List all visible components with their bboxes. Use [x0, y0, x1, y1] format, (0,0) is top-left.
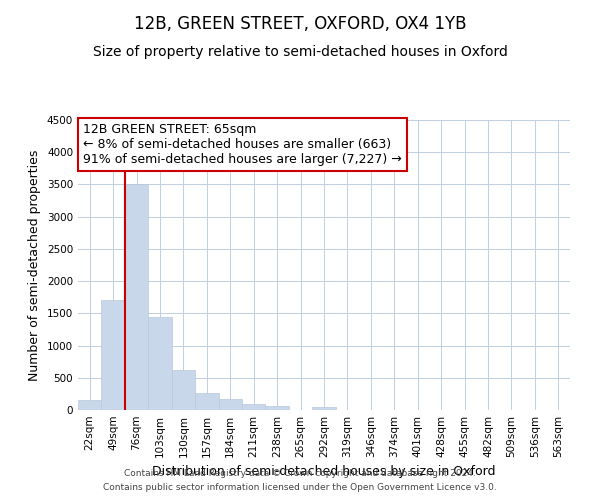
- Text: Contains public sector information licensed under the Open Government Licence v3: Contains public sector information licen…: [103, 484, 497, 492]
- Bar: [172, 370, 195, 410]
- Bar: [312, 408, 336, 410]
- Text: 12B GREEN STREET: 65sqm
← 8% of semi-detached houses are smaller (663)
91% of se: 12B GREEN STREET: 65sqm ← 8% of semi-det…: [83, 123, 401, 166]
- Text: 12B, GREEN STREET, OXFORD, OX4 1YB: 12B, GREEN STREET, OXFORD, OX4 1YB: [134, 15, 466, 33]
- Y-axis label: Number of semi-detached properties: Number of semi-detached properties: [28, 150, 41, 380]
- Text: Contains HM Land Registry data © Crown copyright and database right 2024.: Contains HM Land Registry data © Crown c…: [124, 468, 476, 477]
- Text: Size of property relative to semi-detached houses in Oxford: Size of property relative to semi-detach…: [92, 45, 508, 59]
- Bar: [242, 404, 265, 410]
- Bar: [148, 316, 172, 410]
- Bar: [125, 184, 148, 410]
- Bar: [195, 392, 218, 410]
- X-axis label: Distribution of semi-detached houses by size in Oxford: Distribution of semi-detached houses by …: [152, 466, 496, 478]
- Bar: [218, 398, 242, 410]
- Bar: [78, 400, 101, 410]
- Bar: [101, 300, 125, 410]
- Bar: [265, 406, 289, 410]
